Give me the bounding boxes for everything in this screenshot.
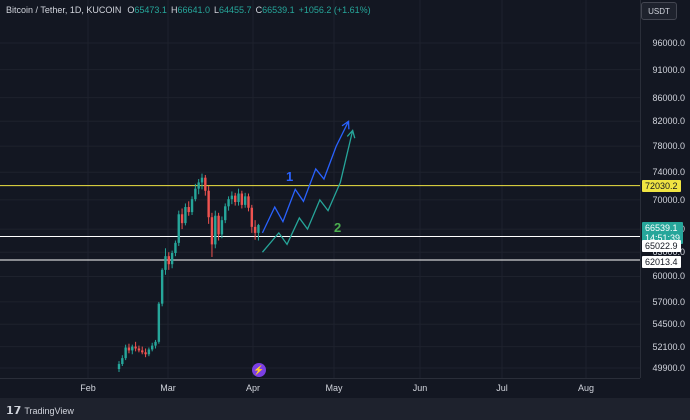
wave-2-label: 2	[334, 220, 342, 235]
wave-1-label: 1	[286, 169, 294, 184]
time-tick-label: Feb	[80, 383, 96, 393]
candle-body	[174, 242, 177, 254]
current-price-value: 66539.1	[645, 223, 678, 233]
candle-body	[170, 253, 174, 265]
time-tick-label: Apr	[245, 383, 261, 393]
candle-body	[134, 346, 137, 349]
currency-button[interactable]: USDT	[641, 2, 677, 20]
candle-body	[137, 348, 141, 351]
high-value: 66641.0	[177, 5, 210, 15]
high-label: H	[170, 5, 178, 15]
candle-body	[197, 182, 200, 189]
candle-body	[204, 177, 207, 191]
candle-body	[230, 195, 234, 200]
projection-path-2	[261, 130, 354, 253]
candle-body	[243, 196, 247, 205]
tradingview-brand: TradingView	[24, 405, 74, 416]
candle-body	[253, 226, 257, 233]
resistance-price-label: 72030.2	[642, 180, 681, 192]
candle-body	[151, 345, 154, 350]
candle-body	[154, 341, 157, 346]
candle-body	[240, 193, 244, 205]
chart-area[interactable]	[0, 0, 640, 378]
price-tick-label: 82000.0	[652, 116, 685, 127]
price-tick-label: 57000.0	[652, 296, 685, 307]
price-tick-label: 54500.0	[652, 319, 685, 330]
candle-body	[141, 350, 144, 353]
candle-body	[227, 199, 230, 207]
low-value: 64455.7	[219, 5, 252, 15]
close-value: 66539.1	[262, 5, 295, 15]
candle-body	[214, 215, 217, 245]
price-tick-label: 78000.0	[652, 141, 685, 152]
candle-body	[144, 352, 147, 355]
change-value: +1056.2 (+1.61%)	[298, 5, 371, 15]
time-tick-label: Aug	[577, 383, 595, 393]
price-tick-label: 52100.0	[652, 341, 685, 352]
candle-body	[194, 188, 197, 200]
price-tick-label: 86000.0	[652, 92, 685, 103]
candle-body	[237, 193, 240, 203]
candle-body	[180, 214, 184, 224]
candle-body	[147, 349, 151, 355]
candle-body	[190, 199, 194, 213]
time-tick-label: Mar	[160, 383, 176, 393]
candle-body	[224, 206, 227, 221]
support-2-price-label: 62013.4	[642, 256, 681, 268]
price-chart[interactable]	[0, 0, 640, 378]
candle-body	[200, 177, 204, 183]
close-label: C	[255, 5, 263, 15]
projection-arrowhead-2	[346, 129, 356, 139]
time-axis[interactable]: Feb Mar Apr May Jun Jul Aug	[0, 378, 640, 399]
candle-body	[247, 196, 250, 208]
bar-countdown: 14:51:39	[645, 233, 681, 243]
candle-body	[210, 217, 214, 245]
candle-body	[234, 195, 237, 203]
projection-arrowhead-1	[341, 120, 350, 130]
candle-body	[131, 346, 134, 351]
price-tick-label: 63000.0	[652, 247, 685, 258]
candle-body	[207, 190, 210, 218]
candle-body	[124, 347, 127, 359]
tradingview-logo[interactable]: 𝟭𝟳 TradingView	[6, 404, 74, 417]
open-label: O	[127, 5, 135, 15]
candle-body	[257, 225, 260, 233]
candle-body	[127, 347, 131, 351]
symbol-name: Bitcoin / Tether, 1D, KUCOIN	[6, 5, 122, 15]
candle-body	[250, 207, 253, 227]
low-label: L	[214, 5, 220, 15]
candle-body	[157, 303, 161, 342]
price-tick-label: 91000.0	[652, 64, 685, 75]
candle-body	[160, 269, 164, 304]
event-icon[interactable]: ⚡	[252, 363, 266, 377]
current-price-label: 66539.1 14:51:39	[642, 222, 684, 244]
support-1-price-label: 65022.9	[642, 240, 681, 252]
time-tick-label: May	[325, 383, 343, 393]
footer-bar	[0, 398, 690, 420]
candle-body	[217, 215, 220, 235]
price-tick-label: 74000.0	[652, 167, 685, 178]
price-tick-label: 60000.0	[652, 271, 685, 282]
candle-body	[167, 256, 170, 265]
price-tick-label: 49900.0	[652, 363, 685, 373]
price-tick-label: 70000.0	[652, 194, 685, 205]
tradingview-logo-icon: 𝟭𝟳	[6, 405, 22, 417]
candle-body	[184, 207, 187, 224]
candle-body	[177, 214, 180, 243]
open-value: 65473.1	[134, 5, 167, 15]
time-tick-label: Jun	[412, 383, 428, 393]
price-tick-label: 96000.0	[652, 38, 685, 48]
candle-body	[117, 364, 121, 369]
time-tick-label: Jul	[496, 383, 508, 393]
candle-body	[121, 358, 124, 365]
candle-body	[187, 207, 190, 213]
projection-path-1	[261, 121, 350, 234]
candle-body	[220, 220, 224, 235]
candle-body	[164, 256, 167, 270]
